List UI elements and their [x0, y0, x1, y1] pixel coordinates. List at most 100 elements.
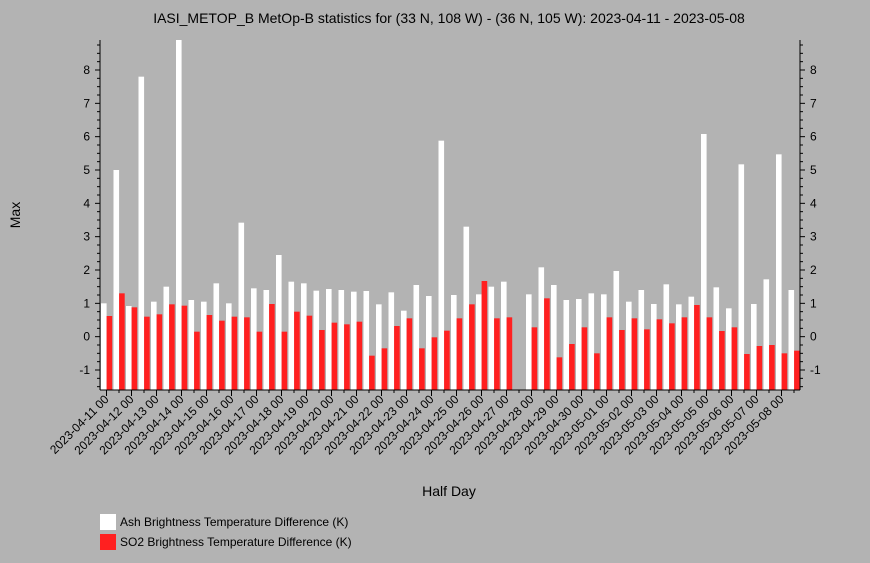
y-tick-label-left: 2 [83, 263, 90, 277]
ash-bar-28 [451, 295, 457, 390]
ash-bar-30 [476, 294, 482, 390]
y-tick-label-left: 5 [83, 163, 90, 177]
so2-bar-30 [481, 281, 488, 390]
y-tick-label-right: 0 [810, 330, 817, 344]
so2-bar-6 [181, 305, 188, 390]
so2-bar-3 [144, 316, 150, 390]
ash-bar-19 [338, 290, 345, 390]
bars-group [101, 40, 800, 391]
so2-bar-49 [719, 331, 725, 390]
ash-bar-31 [488, 286, 495, 390]
so2-bar-8 [206, 315, 213, 390]
so2-bar-46 [681, 317, 688, 390]
legend-item-ash: Ash Brightness Temperature Difference (K… [100, 512, 352, 532]
y-tick-label-right: 3 [810, 230, 817, 244]
y-tick-label-left: 0 [83, 330, 90, 344]
ash-bar-7 [188, 300, 195, 390]
ash-bar-22 [376, 304, 382, 390]
so2-bar-45 [669, 323, 675, 390]
so2-bar-7 [194, 331, 200, 390]
y-tick-label-left: 1 [83, 296, 90, 310]
ash-bar-42 [626, 301, 632, 390]
y-tick-label-right: 7 [810, 96, 817, 110]
so2-bar-55 [794, 350, 800, 390]
ash-bar-55 [788, 290, 795, 390]
y-tick-label-right: 8 [810, 63, 817, 77]
so2-bar-24 [406, 318, 413, 390]
ash-bar-45 [663, 284, 670, 390]
so2-bar-16 [306, 315, 313, 390]
so2-bar-14 [281, 331, 288, 390]
so2-bar-35 [544, 298, 550, 390]
so2-bar-37 [569, 344, 575, 390]
so2-bar-29 [469, 304, 475, 390]
so2-bar-38 [581, 327, 588, 390]
so2-bar-22 [381, 348, 388, 390]
ash-bar-11 [238, 222, 245, 390]
so2-bar-4 [156, 314, 163, 390]
so2-bar-26 [431, 337, 438, 390]
y-tick-label-right: 5 [810, 163, 817, 177]
ash-bar-36 [551, 285, 557, 390]
so2-bar-32 [506, 317, 513, 390]
legend: Ash Brightness Temperature Difference (K… [100, 512, 352, 552]
y-tick-label-left: 8 [83, 63, 90, 77]
ash-bar-47 [688, 296, 695, 390]
ash-bar-54 [776, 154, 782, 390]
so2-bar-2 [131, 307, 138, 390]
y-tick-label-right: 2 [810, 263, 817, 277]
ash-bar-15 [288, 281, 295, 390]
ash-bar-0 [101, 303, 107, 390]
so2-bar-39 [594, 353, 600, 390]
so2-bar-21 [369, 355, 375, 390]
so2-bar-9 [219, 320, 225, 390]
so2-bar-44 [656, 319, 663, 390]
so2-bar-23 [394, 326, 400, 390]
so2-bar-1 [119, 293, 125, 390]
so2-bar-19 [344, 324, 350, 390]
so2-bar-27 [444, 330, 450, 390]
legend-item-so2: SO2 Brightness Temperature Difference (K… [100, 532, 352, 552]
ash-bar-8 [201, 301, 207, 390]
so2-bar-12 [256, 331, 263, 390]
so2-bar-11 [244, 317, 250, 390]
ash-bar-43 [638, 290, 645, 390]
so2-bar-52 [756, 346, 763, 390]
ash-bar-4 [151, 301, 157, 390]
so2-bar-15 [294, 311, 300, 390]
ash-bar-27 [438, 140, 445, 390]
so2-bar-20 [356, 321, 363, 390]
so2-bar-48 [706, 317, 713, 390]
ash-bar-48 [701, 134, 707, 390]
so2-bar-13 [269, 304, 275, 390]
legend-label-ash: Ash Brightness Temperature Difference (K… [120, 515, 349, 529]
so2-bar-47 [694, 305, 700, 390]
legend-swatch-so2 [100, 534, 116, 550]
y-tick-label-right: -1 [810, 363, 821, 377]
y-tick-label-left: 6 [83, 130, 90, 144]
ash-bar-32 [501, 281, 507, 390]
ash-bar-34 [526, 294, 532, 390]
ash-bar-35 [538, 267, 545, 390]
ash-bar-10 [226, 303, 232, 390]
ash-bar-24 [401, 310, 407, 390]
so2-bar-18 [331, 322, 338, 390]
so2-bar-54 [781, 353, 788, 390]
ash-bar-6 [176, 40, 182, 390]
ash-bar-53 [763, 279, 770, 390]
y-tick-label-right: 1 [810, 296, 817, 310]
y-tick-label-left: -1 [79, 363, 90, 377]
legend-label-so2: SO2 Brightness Temperature Difference (K… [120, 535, 352, 549]
ash-bar-12 [251, 288, 257, 390]
ash-bar-44 [651, 304, 657, 390]
so2-bar-50 [731, 327, 738, 390]
y-tick-label-left: 4 [83, 196, 90, 210]
so2-bar-43 [644, 329, 650, 390]
so2-bar-31 [494, 318, 500, 390]
so2-bar-0 [106, 316, 113, 390]
so2-bar-17 [319, 330, 325, 390]
ash-bar-2 [126, 306, 132, 390]
so2-bar-25 [419, 348, 425, 390]
ash-bar-46 [676, 304, 682, 390]
